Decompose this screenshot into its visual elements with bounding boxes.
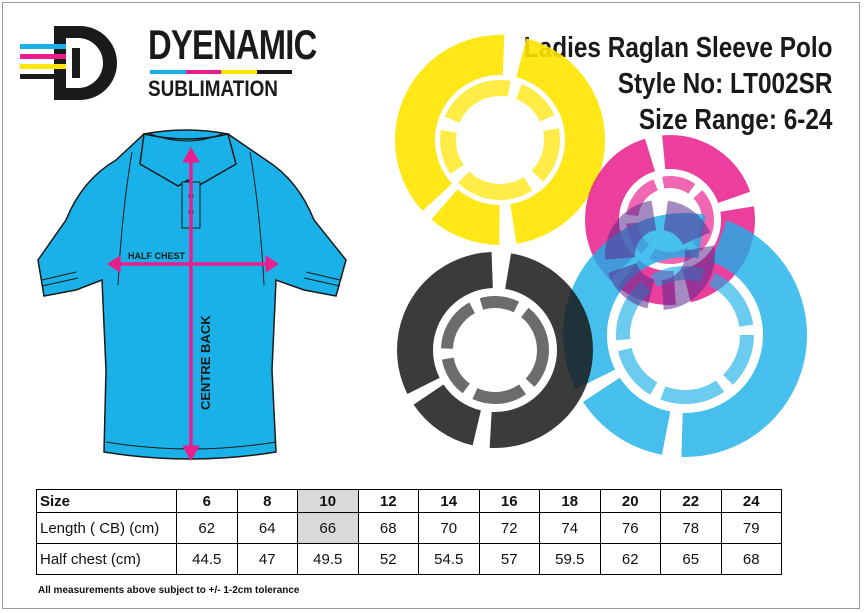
header-cell: 22 bbox=[660, 489, 722, 513]
violet-overlap bbox=[605, 200, 715, 310]
size-range: Size Range: 6-24 bbox=[638, 104, 832, 136]
table-cell: 59.5 bbox=[539, 543, 601, 575]
table-cell: 44.5 bbox=[176, 543, 238, 575]
header-cell-highlight: 10 bbox=[297, 489, 359, 513]
centre-back-label: CENTRE BACK bbox=[198, 315, 213, 410]
table-cell: 52 bbox=[357, 543, 419, 575]
table-row: Length ( CB) (cm) 62 64 66 68 70 72 74 7… bbox=[36, 512, 782, 544]
row-label: Length ( CB) (cm) bbox=[36, 512, 177, 544]
yellow-ring bbox=[395, 35, 605, 245]
header-cell: 6 bbox=[176, 489, 238, 513]
size-chart-table: Size 6 8 10 12 14 16 18 20 22 24 Length … bbox=[36, 489, 782, 575]
header-cell: 14 bbox=[418, 489, 480, 513]
black-ring bbox=[397, 252, 593, 448]
half-chest-arrow bbox=[107, 255, 279, 273]
table-cell: 49.5 bbox=[297, 543, 359, 575]
centre-back-arrow bbox=[182, 146, 200, 462]
header-cell: 20 bbox=[599, 489, 661, 513]
table-cell: 62 bbox=[599, 543, 661, 575]
header-cell: 12 bbox=[357, 489, 419, 513]
table-cell-highlight: 66 bbox=[297, 512, 359, 544]
brand-sub: SUBLIMATION bbox=[148, 76, 278, 101]
table-cell: 72 bbox=[478, 512, 540, 544]
table-cell: 64 bbox=[236, 512, 298, 544]
header-size: Size bbox=[36, 489, 177, 513]
product-info: Ladies Raglan Sleeve Polo Style No: LT00… bbox=[465, 30, 832, 138]
table-cell: 76 bbox=[599, 512, 661, 544]
half-chest-label: HALF CHEST bbox=[128, 251, 185, 261]
table-cell: 79 bbox=[720, 512, 782, 544]
table-cell: 68 bbox=[357, 512, 419, 544]
header-cell: 24 bbox=[720, 489, 782, 513]
dyenamic-d-icon bbox=[20, 26, 117, 100]
brand-logo: DYENAMIC SUBLIMATION bbox=[20, 20, 317, 106]
table-cell: 47 bbox=[236, 543, 298, 575]
brand-stripes bbox=[150, 70, 292, 74]
tolerance-note: All measurements above subject to +/- 1-… bbox=[38, 585, 300, 596]
table-cell: 68 bbox=[720, 543, 782, 575]
header-cell: 8 bbox=[236, 489, 298, 513]
table-cell: 54.5 bbox=[418, 543, 480, 575]
header-cell: 16 bbox=[478, 489, 540, 513]
header-cell: 18 bbox=[539, 489, 601, 513]
style-number: Style No: LT002SR bbox=[617, 68, 832, 100]
table-cell: 74 bbox=[539, 512, 601, 544]
table-row: Half chest (cm) 44.5 47 49.5 52 54.5 57 … bbox=[36, 543, 782, 575]
table-cell: 70 bbox=[418, 512, 480, 544]
product-title: Ladies Raglan Sleeve Polo bbox=[523, 32, 832, 64]
polo-shirt-diagram: HALF CHEST CENTRE BACK bbox=[37, 129, 347, 462]
table-cell: 62 bbox=[176, 512, 238, 544]
brand-name: DYENAMIC bbox=[148, 21, 317, 68]
table-cell: 65 bbox=[660, 543, 722, 575]
table-cell: 57 bbox=[478, 543, 540, 575]
cmyk-rings-decoration bbox=[395, 35, 807, 457]
row-label: Half chest (cm) bbox=[36, 543, 177, 575]
table-cell: 78 bbox=[660, 512, 722, 544]
table-header-row: Size 6 8 10 12 14 16 18 20 22 24 bbox=[36, 489, 782, 513]
